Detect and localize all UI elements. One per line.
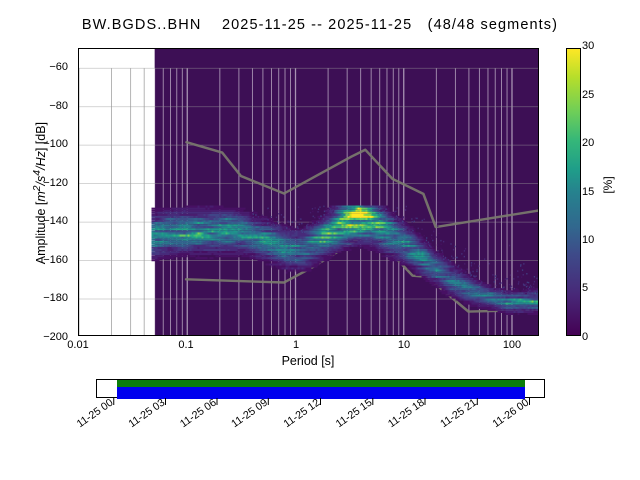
svg-text:11-25 21: 11-25 21 — [438, 397, 479, 431]
svg-text:11-25 18: 11-25 18 — [386, 397, 427, 431]
svg-text:11-25 00: 11-25 00 — [75, 397, 116, 431]
svg-text:11-25 15: 11-25 15 — [334, 397, 375, 431]
svg-text:11-25 06: 11-25 06 — [178, 397, 219, 431]
svg-text:11-25 12: 11-25 12 — [281, 397, 322, 431]
svg-text:11-26 00: 11-26 00 — [490, 397, 531, 431]
svg-text:11-25 09: 11-25 09 — [229, 397, 270, 431]
svg-text:11-25 03: 11-25 03 — [126, 397, 167, 431]
